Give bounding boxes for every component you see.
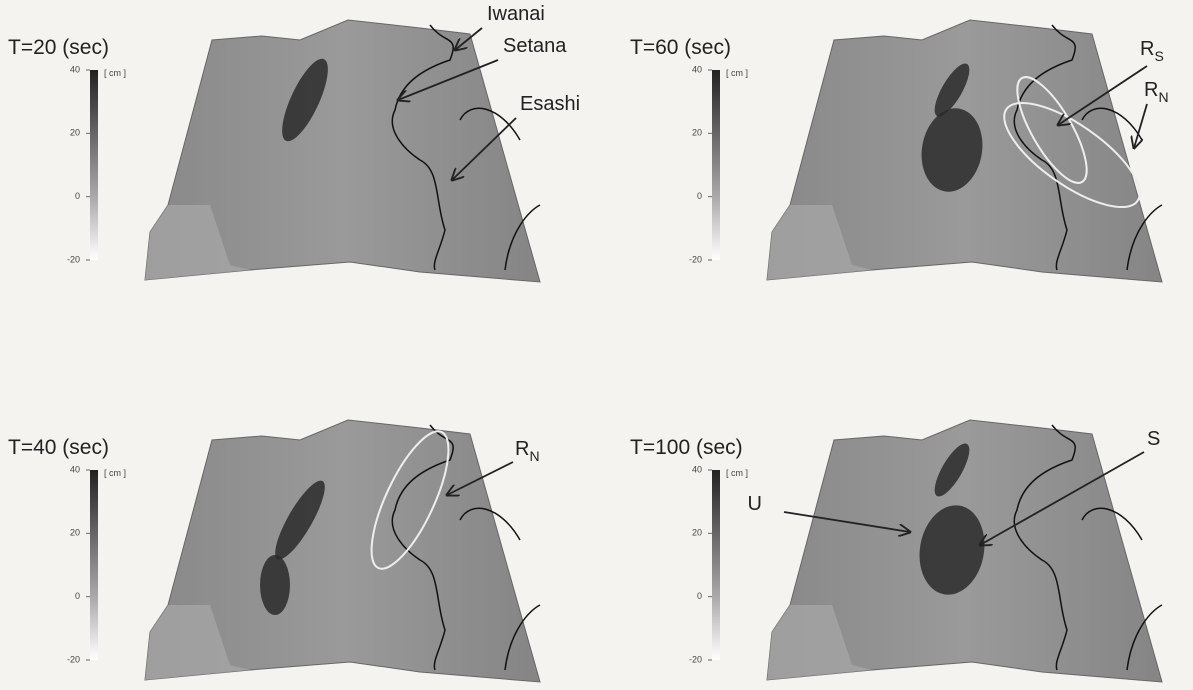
colorbar-tick-label: 40 xyxy=(692,64,702,74)
colorbar-tick-label: 20 xyxy=(692,128,702,138)
panel-title: T=20 (sec) xyxy=(8,36,109,59)
annotation-text: Iwanai xyxy=(487,3,545,25)
annotation-text: Setana xyxy=(503,35,567,57)
colorbar xyxy=(712,70,720,260)
colorbar xyxy=(712,470,720,660)
annotation: Setana xyxy=(503,35,567,57)
annotation-text: U xyxy=(748,493,762,515)
annotation-text: S xyxy=(1147,428,1160,450)
annotation: S xyxy=(1147,428,1160,450)
colorbar-unit: [ cm ] xyxy=(726,468,748,478)
panel-title: T=100 (sec) xyxy=(630,436,743,459)
colorbar-unit: [ cm ] xyxy=(104,68,126,78)
panel: T=20 (sec) [ cm ] 40 20 0 -20 Iwanai Setana Esas… xyxy=(8,3,580,282)
colorbar-tick-label: 40 xyxy=(70,64,80,74)
colorbar xyxy=(90,70,98,260)
annotation-sub: N xyxy=(529,448,539,464)
figure: T=20 (sec) [ cm ] 40 20 0 -20 Iwanai Setana Esas… xyxy=(0,0,1193,690)
annotation: RS xyxy=(1140,38,1164,64)
colorbar-tick-label: 0 xyxy=(75,591,80,601)
annotation-arrow xyxy=(1134,104,1147,148)
annotation: Esashi xyxy=(520,93,580,115)
colorbar-tick-label: -20 xyxy=(689,254,702,264)
annotation-text: R xyxy=(515,438,529,460)
panel: T=100 (sec) [ cm ] 40 20 0 -20 U S xyxy=(630,420,1162,682)
colorbar-tick-label: 20 xyxy=(70,128,80,138)
colorbar xyxy=(90,470,98,660)
colorbar-tick-label: 40 xyxy=(692,464,702,474)
colorbar-tick-label: 0 xyxy=(697,191,702,201)
annotation: RN xyxy=(515,438,540,464)
annotation: RN xyxy=(1144,79,1169,105)
annotation-text: R xyxy=(1140,38,1154,60)
colorbar-tick-label: 40 xyxy=(70,464,80,474)
wave-crest xyxy=(260,555,290,615)
colorbar-tick-label: 20 xyxy=(70,528,80,538)
panel: T=40 (sec) [ cm ] 40 20 0 -20 RN xyxy=(8,420,540,682)
annotation: Iwanai xyxy=(487,3,545,25)
colorbar-tick-label: -20 xyxy=(67,654,80,664)
annotation-text: Esashi xyxy=(520,93,580,115)
colorbar-unit: [ cm ] xyxy=(726,68,748,78)
colorbar-unit: [ cm ] xyxy=(104,468,126,478)
colorbar-tick-label: 0 xyxy=(697,591,702,601)
colorbar-tick-label: -20 xyxy=(67,254,80,264)
annotation-sub: S xyxy=(1154,48,1163,64)
colorbar-tick-label: -20 xyxy=(689,654,702,664)
panel-title: T=60 (sec) xyxy=(630,36,731,59)
panel-title: T=40 (sec) xyxy=(8,436,109,459)
annotation-sub: N xyxy=(1158,89,1168,105)
colorbar-tick-label: 20 xyxy=(692,528,702,538)
annotation: U xyxy=(748,493,762,515)
colorbar-tick-label: 0 xyxy=(75,191,80,201)
annotation-text: R xyxy=(1144,79,1158,101)
